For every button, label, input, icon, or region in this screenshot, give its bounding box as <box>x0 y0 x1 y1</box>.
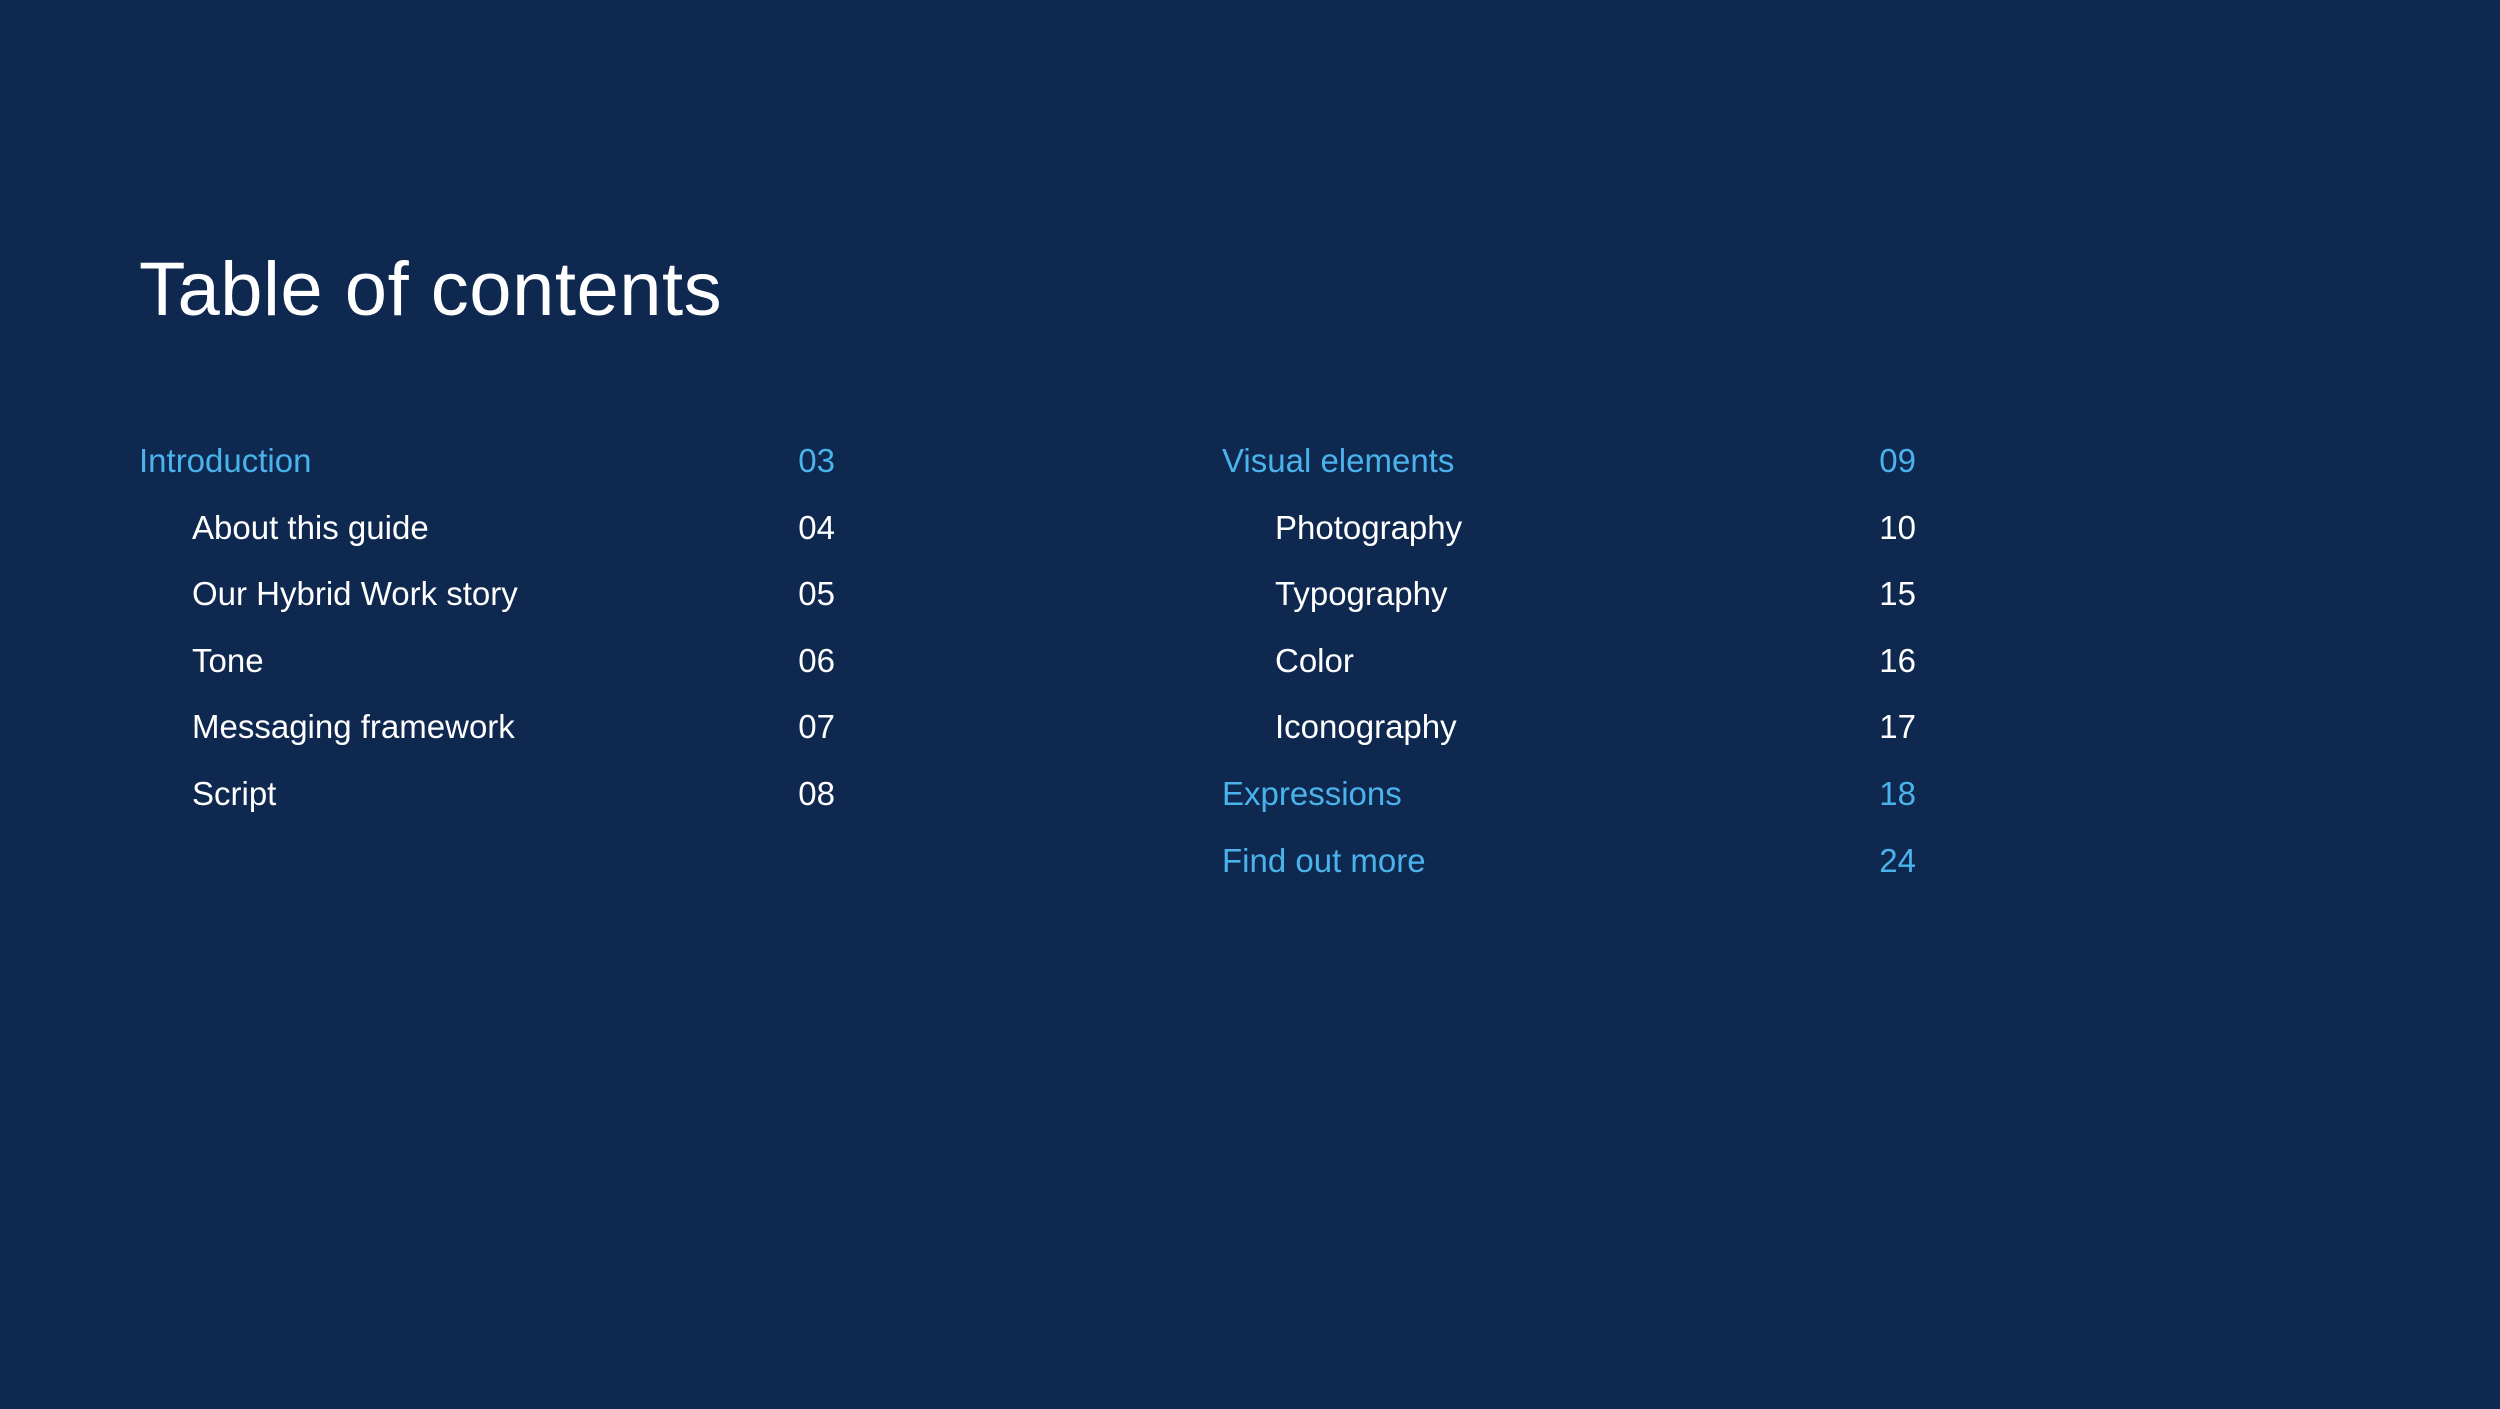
toc-entry-page: 10 <box>1879 508 1916 546</box>
toc-entry-iconography[interactable]: Iconography 17 <box>1222 706 1916 773</box>
toc-entry-about-this-guide[interactable]: About this guide 04 <box>139 507 835 574</box>
toc-entry-label: Script <box>192 774 277 812</box>
toc-entry-label: Expressions <box>1222 774 1402 812</box>
toc-column-right: Visual elements 09 Photography 10 Typogr… <box>1222 440 1916 906</box>
toc-entry-label: Photography <box>1275 508 1463 546</box>
toc-entry-page: 16 <box>1879 641 1916 679</box>
toc-column-left: Introduction 03 About this guide 04 Our … <box>139 440 835 840</box>
toc-entry-page: 03 <box>798 442 835 479</box>
toc-entry-page: 15 <box>1879 575 1916 613</box>
toc-entry-page: 07 <box>798 708 835 746</box>
toc-entry-page: 24 <box>1879 841 1916 879</box>
toc-entry-photography[interactable]: Photography 10 <box>1222 507 1916 574</box>
toc-entry-label: Messaging framework <box>192 708 515 746</box>
toc-entry-introduction[interactable]: Introduction 03 <box>139 440 835 507</box>
toc-entry-label: Tone <box>192 641 264 679</box>
toc-entry-label: Typography <box>1275 575 1448 613</box>
toc-entry-label: Introduction <box>139 442 312 479</box>
toc-entry-page: 05 <box>798 575 835 613</box>
toc-entry-page: 18 <box>1879 774 1916 812</box>
toc-entry-label: Find out more <box>1222 841 1426 879</box>
toc-entry-page: 04 <box>798 508 835 546</box>
toc-entry-label: Color <box>1275 641 1354 679</box>
toc-entry-label: Our Hybrid Work story <box>192 575 518 613</box>
toc-entry-page: 08 <box>798 774 835 812</box>
toc-entry-page: 09 <box>1879 442 1916 479</box>
toc-entry-label: About this guide <box>192 508 429 546</box>
toc-entry-page: 06 <box>798 641 835 679</box>
toc-entry-our-hybrid-work-story[interactable]: Our Hybrid Work story 05 <box>139 573 835 640</box>
toc-entry-find-out-more[interactable]: Find out more 24 <box>1222 840 1916 907</box>
toc-entry-page: 17 <box>1879 708 1916 746</box>
toc-entry-typography[interactable]: Typography 15 <box>1222 573 1916 640</box>
toc-entry-label: Iconography <box>1275 708 1457 746</box>
toc-entry-visual-elements[interactable]: Visual elements 09 <box>1222 440 1916 507</box>
toc-entry-tone[interactable]: Tone 06 <box>139 640 835 707</box>
page-title: Table of contents <box>139 247 723 332</box>
toc-entry-messaging-framework[interactable]: Messaging framework 07 <box>139 706 835 773</box>
toc-entry-expressions[interactable]: Expressions 18 <box>1222 773 1916 840</box>
toc-entry-color[interactable]: Color 16 <box>1222 640 1916 707</box>
toc-entry-label: Visual elements <box>1222 442 1455 479</box>
toc-entry-script[interactable]: Script 08 <box>139 773 835 840</box>
